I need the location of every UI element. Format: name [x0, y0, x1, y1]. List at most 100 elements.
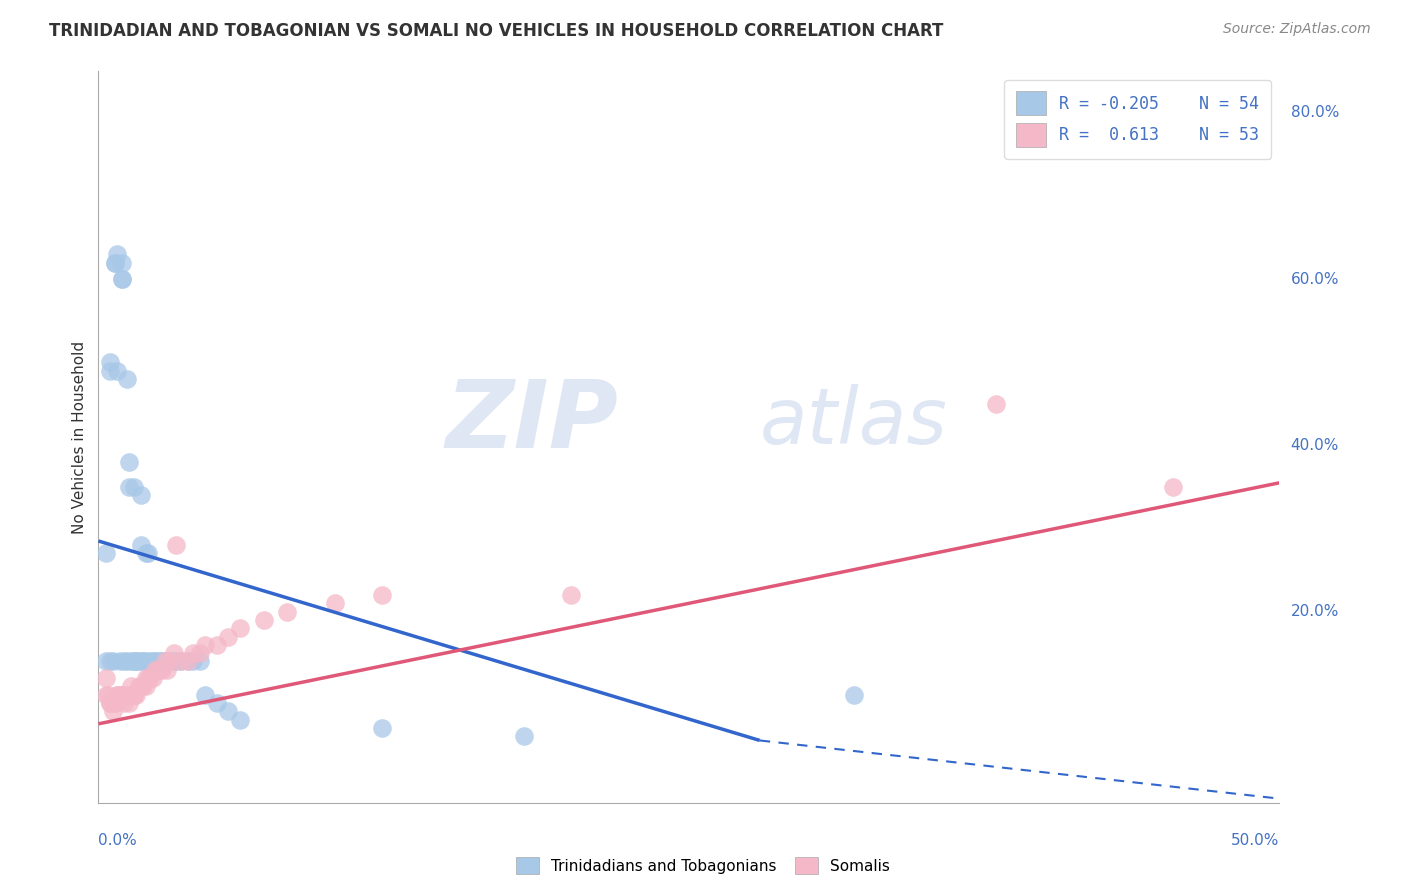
Point — [512, 729, 534, 743]
Point — [371, 588, 394, 602]
Text: 50.0%: 50.0% — [1232, 833, 1279, 848]
Point — [194, 688, 217, 702]
Point — [163, 655, 186, 669]
Point — [94, 655, 117, 669]
Point — [217, 705, 239, 719]
Point — [105, 247, 128, 261]
Point — [105, 363, 128, 377]
Point — [129, 538, 152, 552]
Legend: R = -0.205    N = 54, R =  0.613    N = 53: R = -0.205 N = 54, R = 0.613 N = 53 — [1004, 79, 1271, 159]
Point — [132, 655, 155, 669]
Point — [115, 655, 138, 669]
Point — [94, 688, 117, 702]
Point — [984, 397, 1007, 411]
Legend: Trinidadians and Tobagonians, Somalis: Trinidadians and Tobagonians, Somalis — [510, 851, 896, 880]
Point — [194, 638, 217, 652]
Point — [205, 696, 228, 710]
Point — [101, 705, 124, 719]
Point — [104, 255, 127, 269]
Point — [98, 655, 121, 669]
Point — [150, 663, 173, 677]
Point — [98, 696, 121, 710]
Point — [122, 688, 145, 702]
Point — [146, 655, 169, 669]
Point — [111, 688, 134, 702]
Point — [121, 680, 143, 694]
Point — [97, 688, 120, 702]
Point — [188, 655, 211, 669]
Y-axis label: No Vehicles in Household: No Vehicles in Household — [72, 341, 87, 533]
Text: ZIP: ZIP — [446, 376, 619, 468]
Point — [104, 696, 127, 710]
Point — [156, 655, 179, 669]
Text: 60.0%: 60.0% — [1291, 272, 1339, 286]
Point — [112, 696, 135, 710]
Point — [143, 655, 166, 669]
Point — [94, 671, 117, 685]
Point — [157, 655, 180, 669]
Point — [108, 688, 131, 702]
Point — [129, 680, 152, 694]
Point — [125, 655, 148, 669]
Point — [188, 646, 211, 660]
Point — [217, 630, 239, 644]
Point — [157, 655, 180, 669]
Point — [118, 688, 141, 702]
Point — [149, 655, 172, 669]
Text: 80.0%: 80.0% — [1291, 105, 1339, 120]
Point — [115, 688, 138, 702]
Point — [101, 655, 124, 669]
Point — [118, 696, 141, 710]
Point — [153, 655, 176, 669]
Point — [165, 538, 187, 552]
Point — [98, 696, 121, 710]
Point — [229, 621, 252, 635]
Text: Source: ZipAtlas.com: Source: ZipAtlas.com — [1223, 22, 1371, 37]
Point — [111, 255, 134, 269]
Point — [205, 638, 228, 652]
Point — [323, 596, 346, 610]
Point — [150, 655, 173, 669]
Point — [136, 671, 159, 685]
Point — [98, 355, 121, 369]
Point — [142, 671, 165, 685]
Point — [128, 680, 150, 694]
Point — [121, 655, 143, 669]
Point — [165, 655, 187, 669]
Point — [94, 546, 117, 560]
Point — [135, 655, 157, 669]
Point — [111, 272, 134, 286]
Text: TRINIDADIAN AND TOBAGONIAN VS SOMALI NO VEHICLES IN HOUSEHOLD CORRELATION CHART: TRINIDADIAN AND TOBAGONIAN VS SOMALI NO … — [49, 22, 943, 40]
Point — [105, 688, 128, 702]
Point — [105, 688, 128, 702]
Point — [153, 655, 176, 669]
Point — [560, 588, 582, 602]
Point — [181, 655, 204, 669]
Point — [170, 655, 193, 669]
Point — [115, 372, 138, 386]
Point — [276, 605, 298, 619]
Point — [122, 655, 145, 669]
Point — [125, 688, 148, 702]
Point — [229, 713, 252, 727]
Point — [142, 655, 165, 669]
Point — [135, 546, 157, 560]
Point — [156, 663, 179, 677]
Point — [143, 663, 166, 677]
Point — [118, 455, 141, 469]
Point — [371, 721, 394, 735]
Point — [146, 663, 169, 677]
Point — [844, 688, 866, 702]
Point — [129, 488, 152, 502]
Text: 40.0%: 40.0% — [1291, 438, 1339, 453]
Point — [111, 272, 134, 286]
Point — [139, 671, 162, 685]
Text: 0.0%: 0.0% — [98, 833, 138, 848]
Point — [135, 680, 157, 694]
Text: atlas: atlas — [759, 384, 948, 460]
Point — [253, 613, 276, 627]
Point — [177, 655, 200, 669]
Point — [122, 480, 145, 494]
Point — [1161, 480, 1184, 494]
Point — [122, 688, 145, 702]
